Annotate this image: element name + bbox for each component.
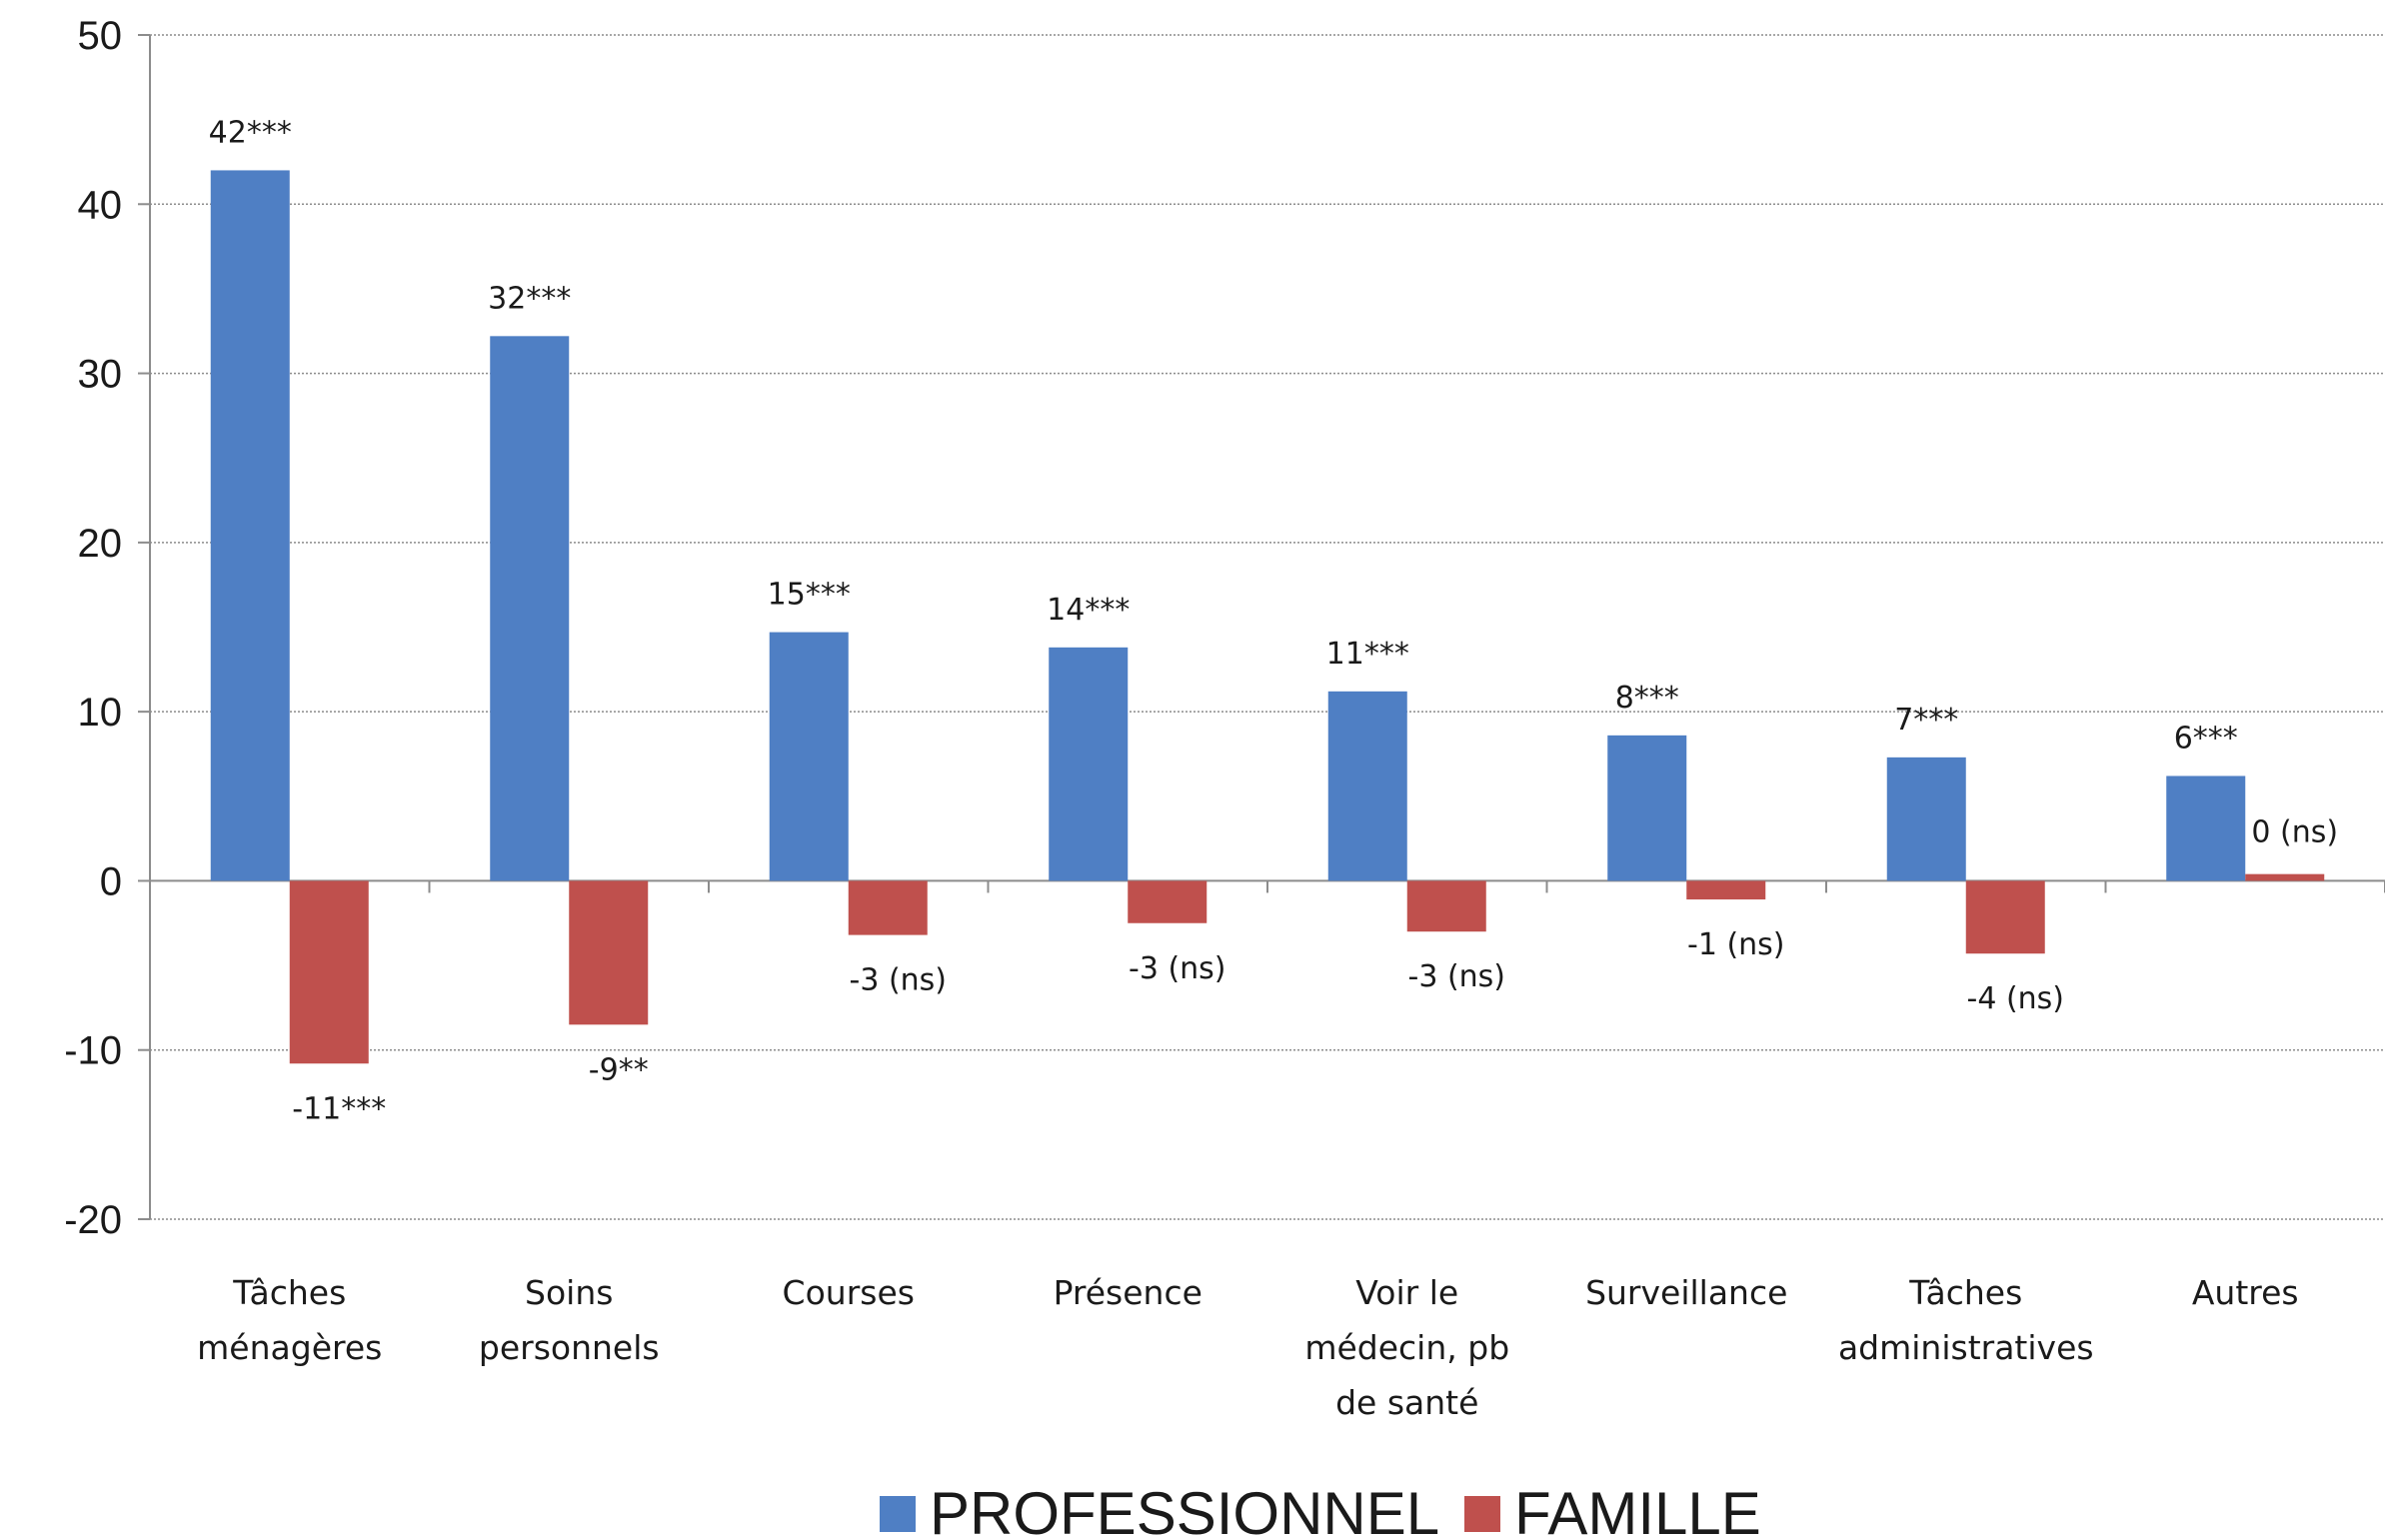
- category-label: administratives: [1838, 1328, 2094, 1367]
- data-label: 11***: [1326, 637, 1409, 672]
- legend: PROFESSIONNEL FAMILLE: [880, 1480, 1761, 1540]
- y-tick-label: -20: [64, 1198, 122, 1242]
- data-label: -11***: [292, 1091, 386, 1126]
- category-label: personnels: [479, 1328, 660, 1367]
- data-label: -9**: [589, 1052, 649, 1087]
- category-label: Tâches: [232, 1273, 346, 1312]
- bar-famille: [1686, 880, 1766, 900]
- bar-professionnel: [1886, 757, 1966, 881]
- category-labels: Tâches ménagères Soins personnels Courses Pré…: [197, 1273, 2298, 1422]
- data-labels: 42*** -11*** 32*** -9** 15*** -3 (ns) 14*** -3 …: [209, 115, 2338, 1126]
- bar-famille: [2245, 873, 2325, 881]
- bar-famille: [1965, 880, 2045, 954]
- category-label: Voir le: [1355, 1273, 1458, 1312]
- bars: [210, 170, 2325, 1064]
- category-label: Tâches: [1908, 1273, 2022, 1312]
- data-label: 0 (ns): [2251, 815, 2338, 850]
- category-label: Surveillance: [1585, 1273, 1787, 1312]
- category-label: Présence: [1054, 1273, 1202, 1312]
- y-tick-label: 20: [78, 522, 123, 566]
- y-tick-label: -10: [64, 1029, 122, 1073]
- legend-swatch-famille: [1464, 1496, 1500, 1532]
- category-label: Autres: [2192, 1273, 2299, 1312]
- bar-professionnel: [2166, 775, 2246, 881]
- bar-professionnel: [1327, 691, 1407, 881]
- bar-famille: [289, 880, 369, 1064]
- bar-famille: [848, 880, 928, 935]
- data-label: 6***: [2174, 721, 2238, 756]
- legend-swatch-professionnel: [880, 1496, 916, 1532]
- data-label: -3 (ns): [1408, 959, 1506, 994]
- bar-professionnel: [210, 170, 290, 881]
- y-tick-label: 30: [78, 353, 123, 397]
- data-label: 8***: [1615, 681, 1679, 716]
- y-tick-label: 40: [78, 183, 123, 227]
- category-label: de santé: [1335, 1383, 1478, 1422]
- data-label: 32***: [488, 281, 571, 316]
- category-label: Courses: [783, 1273, 915, 1312]
- data-label: 15***: [768, 578, 851, 613]
- gridlines: [150, 34, 2385, 1220]
- data-label: 14***: [1047, 593, 1130, 628]
- bar-professionnel: [1607, 735, 1687, 881]
- data-label: -4 (ns): [1967, 981, 2065, 1016]
- y-tick-label: 0: [100, 859, 122, 903]
- bar-famille: [1406, 880, 1486, 932]
- legend-label: FAMILLE: [1514, 1480, 1761, 1540]
- data-label: 42***: [209, 115, 292, 150]
- bar-professionnel: [1049, 647, 1129, 881]
- data-label: 7***: [1894, 703, 1958, 738]
- bar-famille: [1128, 880, 1207, 923]
- bar-professionnel: [769, 632, 849, 881]
- bar-professionnel: [490, 336, 570, 881]
- legend-label: PROFESSIONNEL: [930, 1480, 1439, 1540]
- category-label: Soins: [525, 1273, 613, 1312]
- y-tick-label: 50: [78, 14, 123, 58]
- data-label: -1 (ns): [1687, 927, 1785, 962]
- data-label: -3 (ns): [850, 963, 948, 998]
- data-label: -3 (ns): [1129, 951, 1226, 986]
- category-label: ménagères: [197, 1328, 382, 1367]
- bar-famille: [569, 880, 649, 1025]
- category-label: médecin, pb: [1304, 1328, 1509, 1367]
- axes: -20 -10 0 10 20 30 40 50: [64, 14, 2385, 1242]
- y-tick-label: 10: [78, 691, 123, 735]
